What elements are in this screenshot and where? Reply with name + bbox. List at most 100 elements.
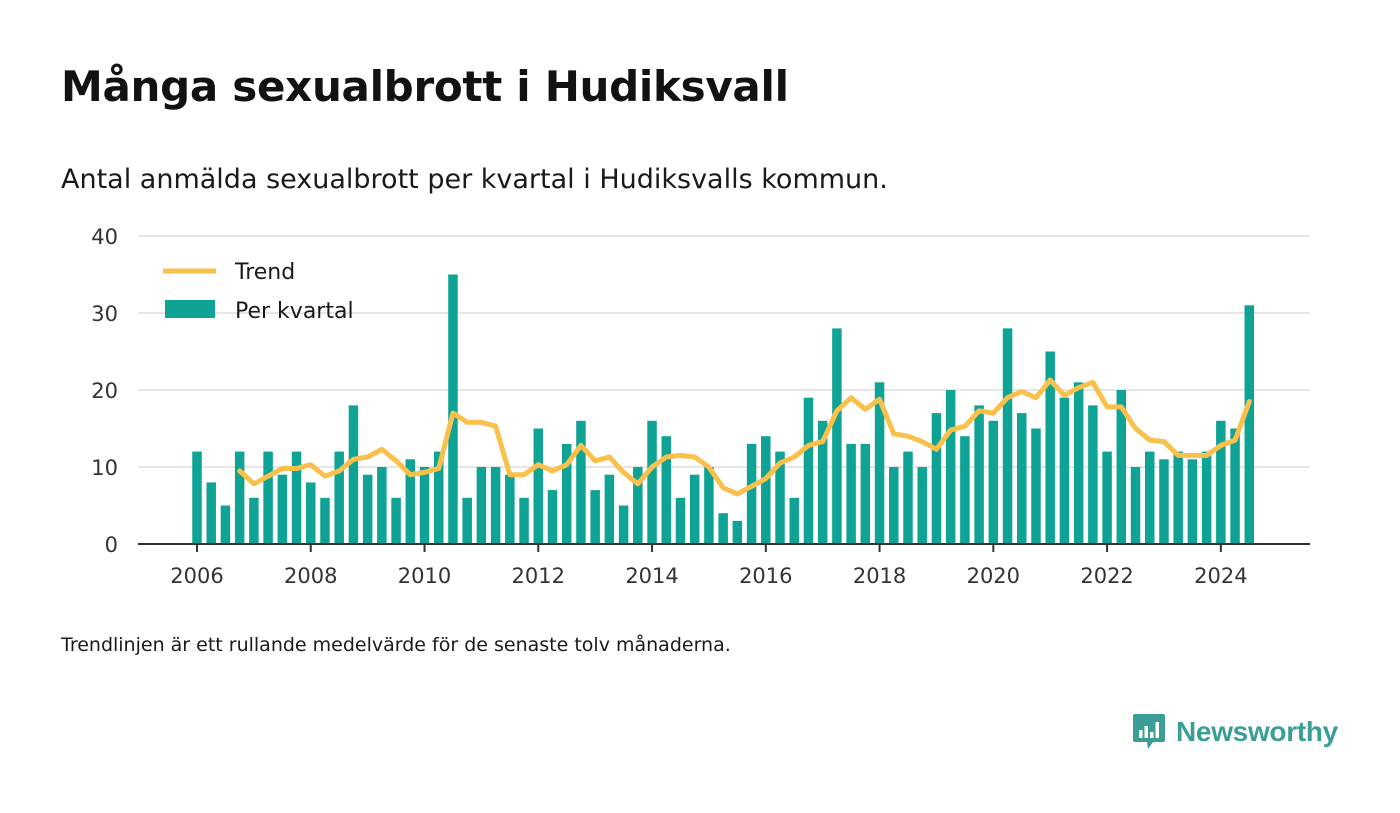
bar	[775, 451, 785, 544]
bar	[334, 451, 344, 544]
bar	[1230, 428, 1240, 544]
bar	[1102, 451, 1112, 544]
bar	[988, 420, 999, 544]
bar	[675, 497, 686, 544]
bar	[960, 436, 970, 544]
bar	[1017, 413, 1027, 544]
bar	[1088, 405, 1098, 544]
x-tick-label: 2016	[739, 564, 792, 588]
bar	[846, 443, 856, 544]
bar	[419, 467, 430, 544]
brand-logo: Newsworthy	[1132, 712, 1338, 752]
bar	[817, 420, 828, 544]
bar	[874, 382, 885, 544]
bar	[761, 436, 771, 544]
bar	[661, 436, 672, 544]
trend-series	[237, 377, 1252, 497]
bar	[590, 490, 600, 544]
bar	[206, 482, 216, 544]
x-tick-label: 2024	[1194, 564, 1247, 588]
bar	[860, 443, 871, 544]
bar	[1059, 397, 1070, 544]
bar	[618, 505, 629, 544]
chart-subtitle: Antal anmälda sexualbrott per kvartal i …	[61, 164, 888, 195]
chart-title: Många sexualbrott i Hudiksvall	[61, 62, 789, 111]
bar	[647, 420, 657, 544]
y-tick-label: 20	[91, 379, 118, 403]
bar	[576, 420, 586, 544]
bar	[903, 451, 913, 544]
footnote: Trendlinjen är ett rullande medelvärde f…	[61, 634, 731, 656]
bar	[974, 405, 984, 544]
bar-line-chart: 0 10 20 30 40 2006 2008 2010 2012 2014 2016 2018 202…	[91, 225, 1310, 588]
x-tick-label: 2010	[398, 564, 451, 588]
y-tick-label: 40	[91, 225, 118, 249]
bar	[1045, 351, 1055, 544]
bar	[604, 474, 615, 544]
legend-bars-label: Per kvartal	[235, 299, 354, 324]
x-tick-label: 2022	[1080, 564, 1133, 588]
bar	[433, 451, 444, 544]
bar	[1216, 420, 1226, 544]
legend-trend-label: Trend	[234, 260, 295, 285]
bar	[519, 497, 529, 544]
x-tick-label: 2014	[625, 564, 678, 588]
legend: Trend Per kvartal	[163, 260, 354, 324]
bar	[1116, 390, 1127, 544]
bar	[448, 274, 458, 544]
bar	[362, 474, 373, 544]
bar	[462, 497, 472, 544]
bar	[348, 405, 359, 544]
bar	[1144, 451, 1155, 544]
bar	[249, 497, 259, 544]
trend-line	[237, 377, 1252, 497]
bar	[1244, 305, 1255, 544]
bar	[746, 443, 757, 544]
bar	[490, 467, 501, 544]
brand-name: Newsworthy	[1176, 716, 1338, 747]
x-tick-label: 2018	[853, 564, 906, 588]
bar	[320, 497, 330, 544]
bar	[633, 467, 643, 544]
bar	[377, 467, 387, 544]
bar	[263, 451, 273, 544]
x-tick-label: 2006	[170, 564, 223, 588]
bar	[391, 497, 401, 544]
bar	[476, 467, 487, 544]
bar	[291, 451, 302, 544]
x-tick-label: 2020	[967, 564, 1020, 588]
bar	[689, 474, 700, 544]
gridlines	[138, 235, 1310, 468]
bar	[917, 467, 927, 544]
bar	[306, 482, 316, 544]
bar	[547, 490, 558, 544]
x-tick-label: 2008	[284, 564, 337, 588]
y-tick-label: 30	[91, 302, 118, 326]
bar	[234, 451, 245, 544]
bar	[505, 474, 515, 544]
bar	[1073, 382, 1084, 544]
bar	[1130, 467, 1141, 544]
bar	[1002, 328, 1013, 544]
bar	[277, 474, 288, 544]
bar	[405, 459, 416, 544]
bar	[704, 467, 714, 544]
bar	[832, 328, 842, 544]
bar	[789, 497, 799, 544]
y-tick-label: 10	[91, 456, 118, 480]
axes: 0 10 20 30 40 2006 2008 2010 2012 2014 2016 2018 202…	[91, 225, 1310, 588]
bar	[889, 467, 899, 544]
bar	[931, 413, 942, 544]
bar	[945, 390, 956, 544]
bar	[1187, 459, 1198, 544]
bar	[1201, 451, 1212, 544]
bar	[1159, 459, 1169, 544]
x-tick-label: 2012	[512, 564, 565, 588]
bar	[732, 520, 743, 544]
legend-bars-swatch	[165, 300, 215, 318]
bar	[533, 428, 544, 544]
bar	[718, 513, 728, 544]
bar	[192, 451, 202, 544]
bar	[220, 505, 231, 544]
bar	[1031, 428, 1041, 544]
